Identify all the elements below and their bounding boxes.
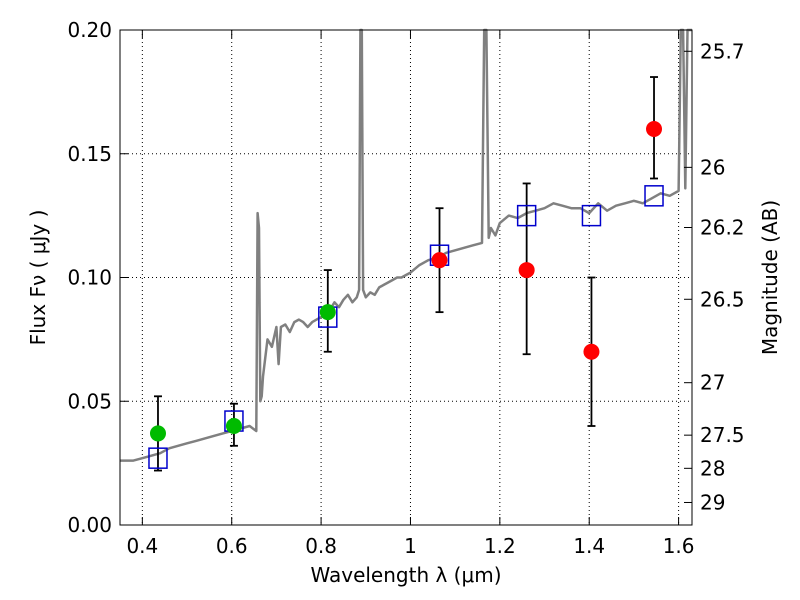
x-tick-label: 1.2 (484, 534, 516, 558)
x-tick-label: 0.8 (305, 534, 337, 558)
model-square-marker (148, 447, 168, 469)
y2-tick-label: 26.5 (700, 287, 745, 311)
x-tick-label: 0.4 (126, 534, 158, 558)
y-tick-label: 0.00 (67, 513, 112, 537)
green-point-marker (319, 304, 336, 321)
x-axis-title: Wavelength λ (μm) (310, 563, 501, 587)
y-tick-label: 0.10 (67, 266, 112, 290)
marker-layer (148, 121, 664, 469)
y2-tick-label: 27 (700, 371, 725, 395)
y2-tick-label: 26.2 (700, 216, 745, 240)
red-point-marker (583, 343, 600, 360)
model-square-marker (581, 204, 602, 227)
green-point-marker (225, 418, 242, 434)
y2-tick-label: 25.7 (700, 39, 745, 63)
y-tick-label: 0.05 (67, 389, 112, 413)
y-tick-label: 0.20 (67, 18, 112, 42)
y2-tick-label: 29 (700, 490, 725, 514)
axis-ticks: 0.4 0.6 0.8 1 1.2 1.4 1.6 0.00 0.05 0.10 0.15 0.20 2… (67, 18, 744, 558)
y-tick-label: 0.15 (67, 142, 112, 166)
red-point-marker (518, 262, 535, 279)
green-point-marker (149, 425, 166, 442)
model-square-marker (516, 204, 537, 227)
grid-lines (120, 29, 692, 526)
x-tick-label: 0.6 (216, 534, 248, 558)
x-tick-label: 1.6 (663, 534, 695, 558)
red-point-marker (431, 252, 448, 269)
y2-axis-title: Magnitude (AB) (758, 200, 782, 355)
y2-tick-label: 27.5 (700, 423, 745, 447)
spectrum-layer (120, 28, 692, 462)
y2-tick-label: 28 (700, 456, 725, 480)
x-tick-label: 1 (404, 534, 417, 558)
plot-frame (119, 29, 693, 526)
model-square-marker (644, 185, 664, 207)
x-tick-label: 1.4 (573, 534, 605, 558)
red-point-marker (646, 121, 663, 137)
spectrum-line (120, 28, 692, 462)
y2-tick-label: 26 (700, 155, 725, 179)
y-axis-title: Flux Fν ( μJy ) (26, 210, 50, 346)
